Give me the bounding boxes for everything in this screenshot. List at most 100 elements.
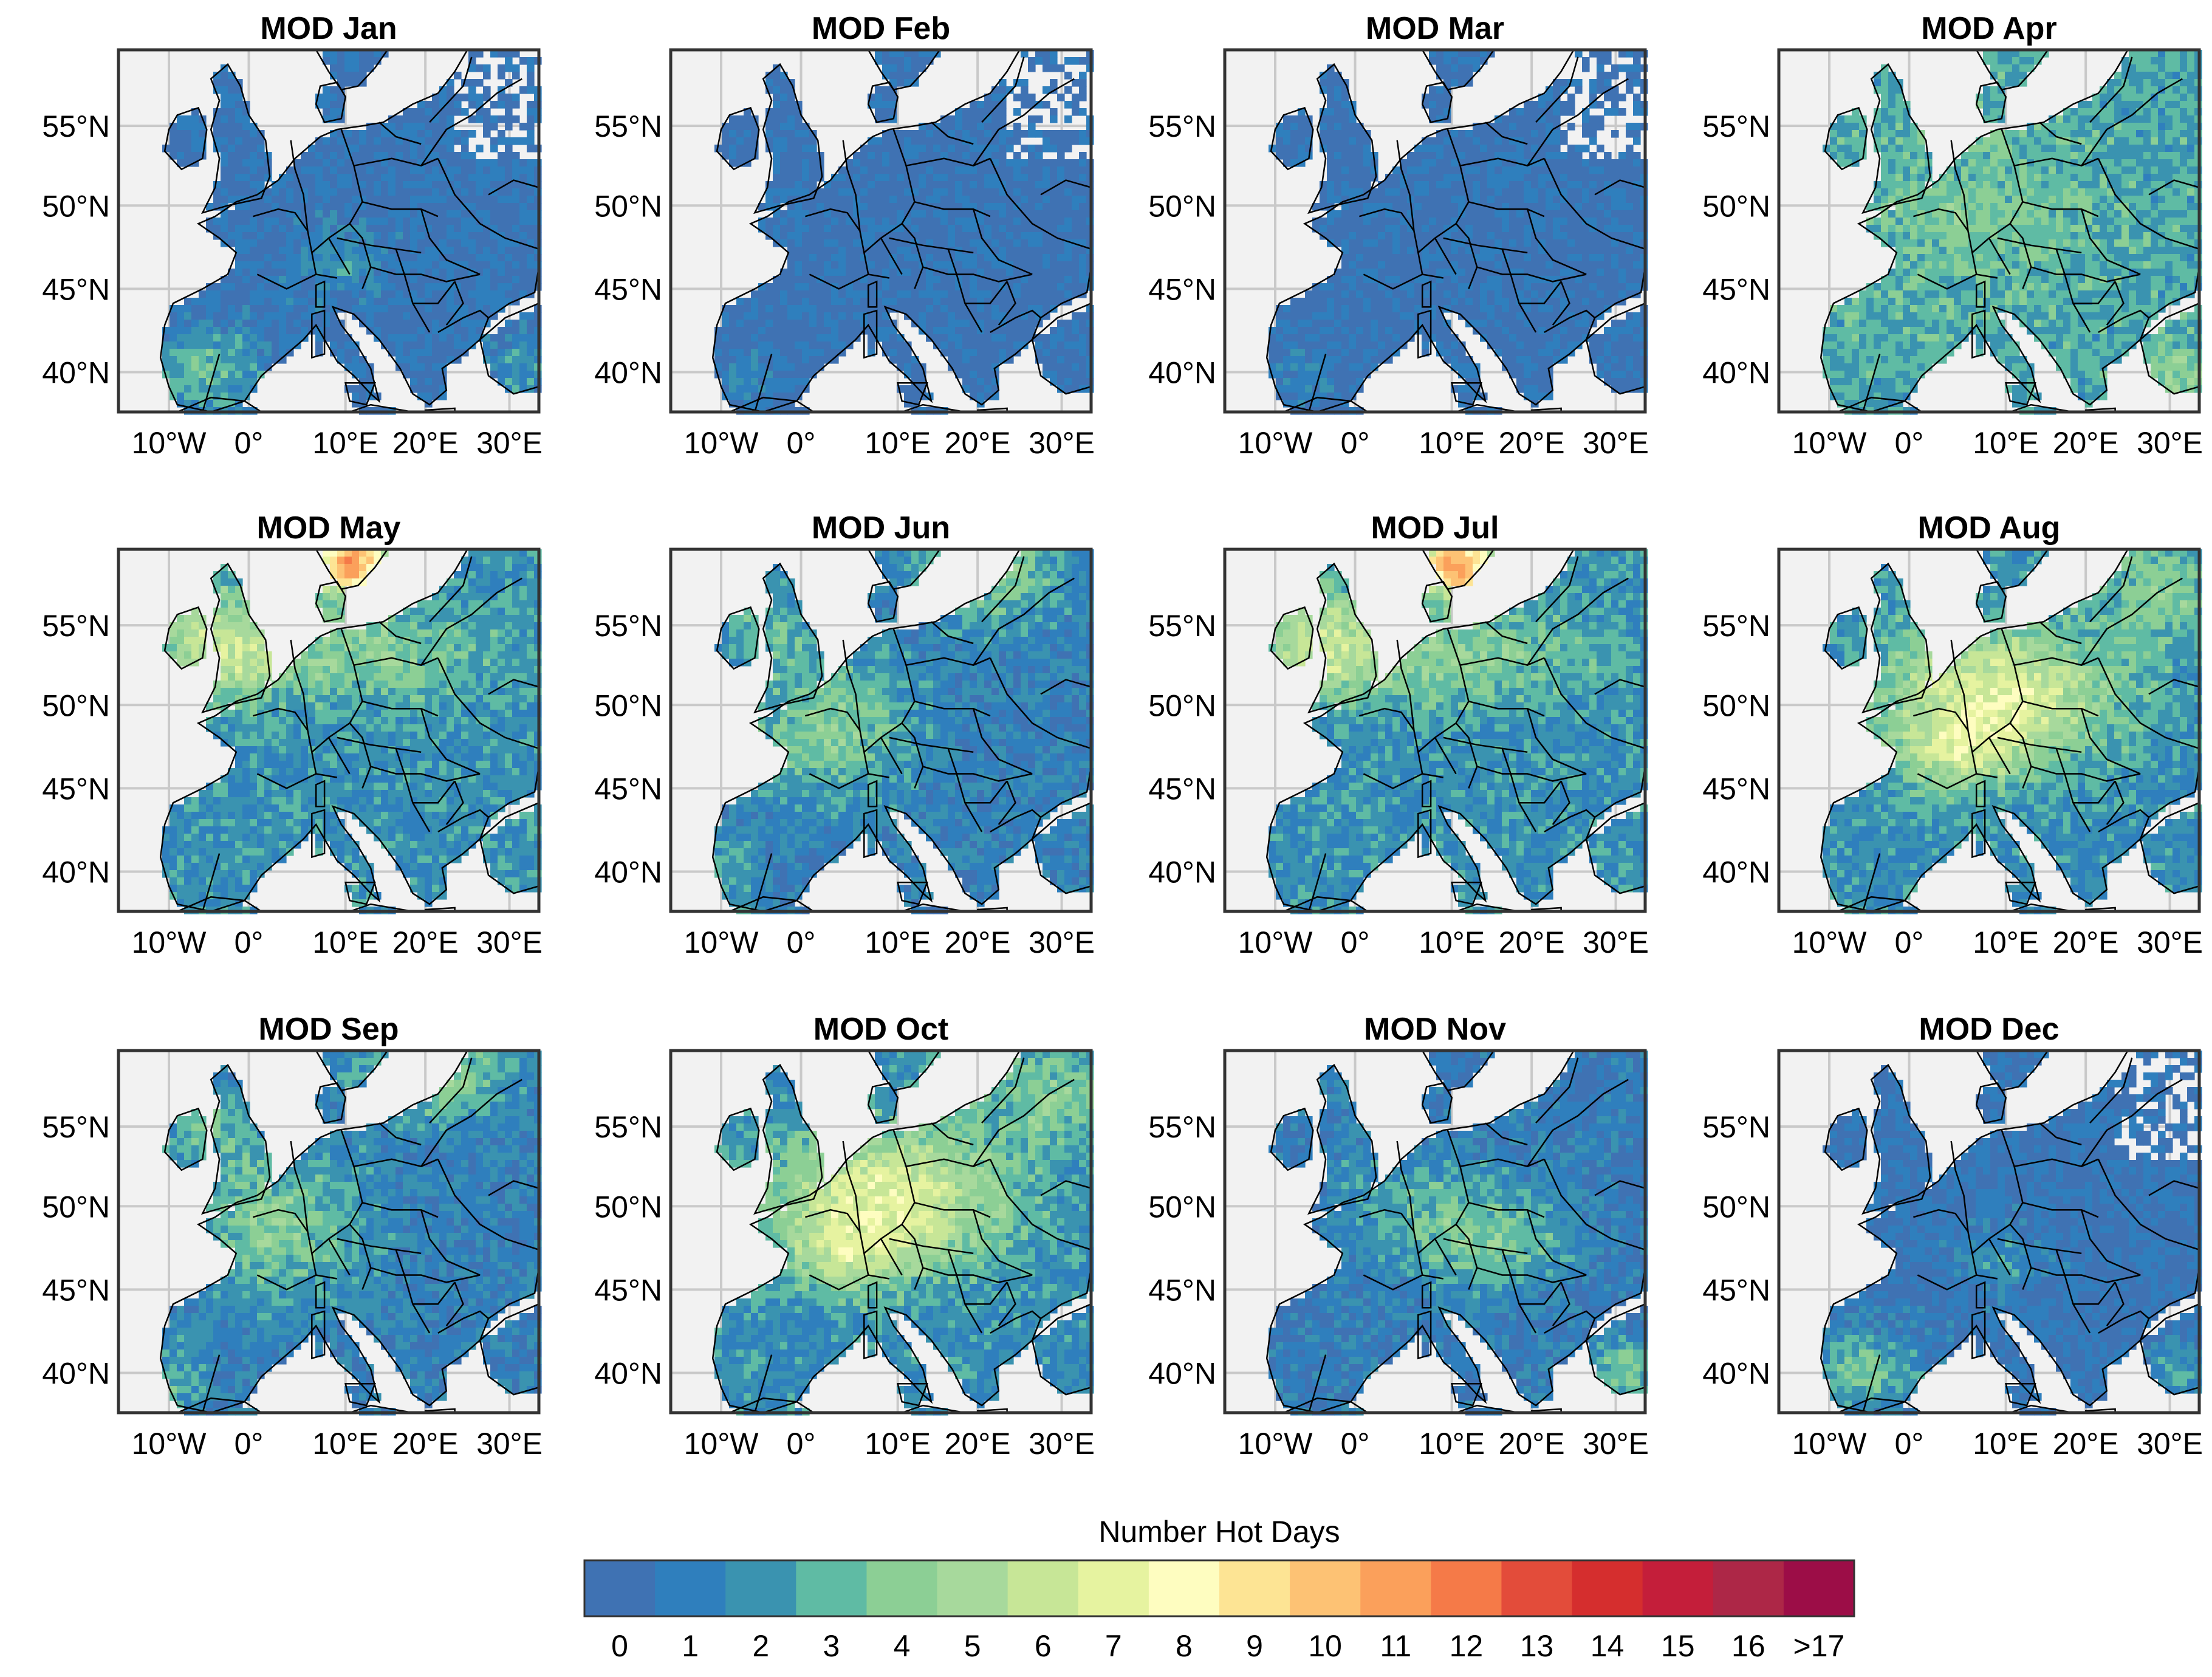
raster-cell bbox=[977, 188, 985, 196]
raster-cell bbox=[962, 283, 970, 291]
raster-cell bbox=[940, 261, 948, 269]
raster-cell bbox=[359, 290, 367, 298]
raster-cell bbox=[315, 341, 323, 349]
raster-cell bbox=[213, 123, 221, 131]
raster-cell bbox=[425, 137, 433, 145]
raster-cell bbox=[308, 181, 316, 189]
raster-cell bbox=[250, 254, 258, 262]
raster-cell bbox=[439, 349, 447, 357]
raster-cell bbox=[860, 166, 868, 174]
raster-cell bbox=[468, 261, 476, 269]
raster-cell bbox=[359, 225, 367, 233]
raster-cell bbox=[264, 225, 272, 233]
raster-cell bbox=[425, 334, 433, 342]
raster-cell bbox=[780, 334, 788, 342]
raster-cell bbox=[308, 218, 316, 225]
raster-cell bbox=[512, 349, 520, 357]
raster-cell bbox=[904, 349, 912, 357]
raster-cell bbox=[962, 334, 970, 342]
raster-cell bbox=[403, 152, 411, 160]
raster-cell bbox=[1079, 269, 1087, 276]
raster-cell bbox=[527, 72, 535, 80]
raster-cell bbox=[519, 349, 527, 357]
raster-cell bbox=[977, 349, 985, 357]
raster-cell bbox=[962, 356, 970, 364]
raster-cell bbox=[984, 349, 992, 357]
raster-cell bbox=[483, 159, 491, 167]
raster-cell bbox=[846, 327, 854, 335]
raster-cell bbox=[948, 123, 956, 131]
raster-cell bbox=[337, 349, 345, 357]
raster-cell bbox=[817, 327, 824, 335]
raster-cell bbox=[955, 254, 963, 262]
raster-cell bbox=[432, 225, 440, 233]
raster-cell bbox=[257, 356, 265, 364]
raster-cell bbox=[882, 86, 890, 94]
raster-cell bbox=[512, 218, 520, 225]
raster-cell bbox=[519, 312, 527, 320]
raster-cell bbox=[410, 371, 418, 379]
raster-cell bbox=[272, 320, 279, 328]
raster-cell bbox=[744, 130, 752, 138]
raster-cell bbox=[1057, 283, 1065, 291]
raster-cell bbox=[461, 232, 469, 240]
raster-cell bbox=[461, 239, 469, 247]
raster-cell bbox=[962, 210, 970, 218]
raster-cell bbox=[933, 137, 941, 145]
raster-cell bbox=[323, 145, 330, 153]
raster-cell bbox=[505, 225, 513, 233]
raster-cell bbox=[381, 225, 389, 233]
raster-cell bbox=[970, 188, 978, 196]
raster-cell bbox=[729, 115, 737, 123]
raster-cell bbox=[454, 166, 462, 174]
raster-cell bbox=[1013, 341, 1021, 349]
raster-cell bbox=[425, 363, 433, 371]
raster-cell bbox=[221, 298, 228, 306]
raster-cell bbox=[221, 188, 228, 196]
raster-cell bbox=[381, 334, 389, 342]
raster-cell bbox=[1064, 159, 1072, 167]
raster-cell bbox=[736, 145, 744, 153]
raster-cell bbox=[1021, 79, 1029, 87]
raster-cell bbox=[875, 203, 883, 211]
raster-cell bbox=[512, 378, 520, 386]
raster-cell bbox=[403, 181, 411, 189]
raster-cell bbox=[468, 196, 476, 204]
raster-cell bbox=[468, 181, 476, 189]
raster-cell bbox=[395, 320, 403, 328]
raster-cell bbox=[272, 305, 279, 313]
raster-cell bbox=[962, 130, 970, 138]
raster-cell bbox=[780, 218, 788, 225]
raster-cell bbox=[970, 247, 978, 255]
raster-cell bbox=[498, 283, 505, 291]
raster-cell bbox=[374, 254, 382, 262]
raster-cell bbox=[403, 349, 411, 357]
raster-cell bbox=[490, 283, 498, 291]
raster-cell bbox=[169, 312, 177, 320]
raster-cell bbox=[381, 327, 389, 335]
raster-cell bbox=[1021, 130, 1029, 138]
raster-cell bbox=[955, 225, 963, 233]
raster-cell bbox=[758, 320, 766, 328]
raster-cell bbox=[184, 130, 192, 138]
raster-cell bbox=[228, 385, 236, 393]
raster-cell bbox=[904, 57, 912, 65]
raster-cell bbox=[1043, 57, 1050, 65]
raster-cell bbox=[1013, 327, 1021, 335]
raster-cell bbox=[527, 210, 535, 218]
raster-cell bbox=[191, 349, 199, 357]
raster-cell bbox=[853, 320, 861, 328]
raster-cell bbox=[221, 356, 228, 364]
raster-cell bbox=[264, 203, 272, 211]
raster-cell bbox=[817, 298, 824, 306]
raster-cell bbox=[773, 72, 781, 80]
raster-cell bbox=[498, 356, 505, 364]
raster-cell bbox=[374, 232, 382, 240]
raster-cell bbox=[795, 210, 803, 218]
raster-cell bbox=[286, 188, 294, 196]
raster-cell bbox=[279, 327, 287, 335]
raster-cell bbox=[824, 334, 832, 342]
raster-cell bbox=[374, 298, 382, 306]
raster-cell bbox=[1057, 261, 1065, 269]
raster-cell bbox=[330, 320, 338, 328]
